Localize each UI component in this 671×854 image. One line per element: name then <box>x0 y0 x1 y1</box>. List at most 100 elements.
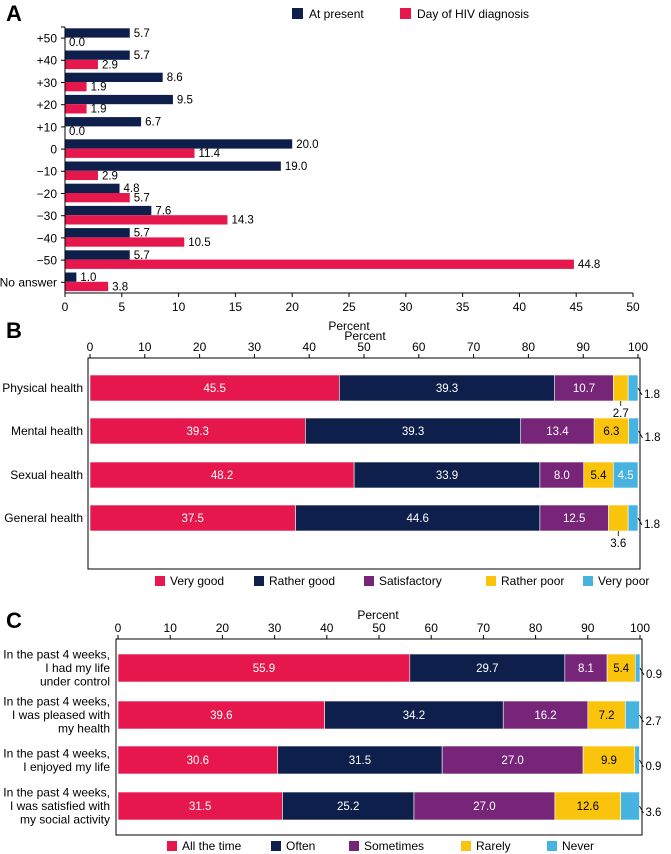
panel-c-category-label: In the past 4 weeks, <box>3 786 110 800</box>
panel-b-segment-rather-poor <box>608 504 629 532</box>
panel-b-legend-swatch-very-good <box>155 576 165 586</box>
panel-a-category-label: −40 <box>37 231 58 245</box>
panel-b-segment-satisfactory <box>520 417 595 445</box>
panel-a-x-tick-label: 0 <box>62 300 69 314</box>
panel-c-data-label: 9.9 <box>601 755 617 767</box>
panel-b-leader-line <box>637 517 643 526</box>
panel-c-leader-line <box>639 714 644 723</box>
panel-c-data-label: 31.5 <box>189 801 211 813</box>
panel-c-segment-often <box>324 700 504 730</box>
panel-c-x-tick-label: 80 <box>529 621 543 635</box>
panel-b-data-label: 8.0 <box>554 470 570 482</box>
panel-a-bar-at-present <box>65 28 130 38</box>
panel-c-segment-never <box>634 745 640 775</box>
panel-c-legend-label-rarely: Rarely <box>476 839 511 853</box>
panel-c-category-label: I was pleased with <box>12 708 110 722</box>
panel-a-bar-at-present <box>65 94 173 105</box>
panel-b-data-label: 33.9 <box>436 470 458 482</box>
panel-a-data-label: 2.9 <box>102 59 118 71</box>
panel-a-x-tick-label: 45 <box>570 300 584 314</box>
panel-c-data-label: 39.6 <box>210 710 232 722</box>
panel-c-category-label: In the past 4 weeks, <box>3 746 110 760</box>
panel-b-legend: Very good Rather good Satisfactory Rather p… <box>155 574 649 588</box>
legend-swatch-at-present <box>292 8 303 19</box>
panel-b-category-label: Sexual health <box>10 468 83 482</box>
panel-b-x-tick-label: 70 <box>467 340 481 354</box>
panel-c-segment-rarely <box>606 653 636 683</box>
panel-a-bar-day-of-hiv-diagnosis <box>65 82 87 92</box>
panel-c-legend-swatch-sometimes <box>349 841 359 851</box>
panel-c-legend: All the time Often Sometimes Rarely Never <box>167 839 594 853</box>
panel-a-data-label: 7.6 <box>155 205 171 217</box>
panel-b-leader-line <box>637 387 643 396</box>
panel-a-data-label: 5.7 <box>134 250 150 262</box>
panel-a-data-label: 5.7 <box>134 193 150 205</box>
panel-c-ticks: 0 10 20 30 40 50 60 70 80 90 100 <box>115 621 650 639</box>
panel-b-segment-rather-poor <box>593 417 629 445</box>
panel-a-data-label: 5.7 <box>134 50 150 62</box>
panel-b-segment-very-poor <box>627 374 639 402</box>
panel-a-x-tick-label: 30 <box>399 300 413 314</box>
panel-a-bar-day-of-hiv-diagnosis <box>65 170 98 181</box>
panel-c-data-label: 0.9 <box>646 669 662 681</box>
panel-a-category-label: +10 <box>37 120 58 134</box>
panel-c-data-label: 27.0 <box>501 755 523 767</box>
panel-c-x-tick-label: 70 <box>477 621 491 635</box>
panel-c-x-tick-label: 40 <box>320 621 334 635</box>
panel-c-category-label: under control <box>40 675 110 689</box>
panel-b-segment-rather-good <box>339 374 556 402</box>
panel-b-legend-label-satisfactory: Satisfactory <box>379 574 442 588</box>
panel-b-segment-rather-poor <box>613 374 629 402</box>
panel-a-category-label: +20 <box>37 98 58 112</box>
panel-c-segment-often <box>282 791 415 821</box>
panel-c-leader-line <box>639 667 645 676</box>
legend-swatch-day-of-hiv-diagnosis <box>400 8 411 19</box>
panel-b-data-label: 1.8 <box>644 519 660 531</box>
panel-a-bar-day-of-hiv-diagnosis <box>65 237 185 247</box>
panel-b-x-tick-label: 0 <box>87 340 94 354</box>
panel-b-x-tick-label: 50 <box>357 340 371 354</box>
panel-a-x-label: Percent <box>328 319 370 333</box>
panel-a-data-label: 0.0 <box>69 126 85 138</box>
panel-b-data-label: 48.2 <box>211 470 233 482</box>
panel-c-segment-sometimes <box>413 791 556 821</box>
panel-c-data-label: 55.9 <box>253 663 275 675</box>
panel-b-data-label: 44.6 <box>407 513 429 525</box>
panel-a-ticks: +50 +40 +30 +20 +10 0 −10 −20 −30 −40 −50 No answer… <box>0 26 640 314</box>
panel-a-data-label: 9.5 <box>177 94 193 106</box>
panel-a-data-label: 20.0 <box>296 139 318 151</box>
panel-c-segment-never <box>620 791 640 821</box>
panel-c-segment-sometimes <box>441 745 584 775</box>
panel-c-legend-swatch-never <box>547 841 557 851</box>
panel-a-bars: 5.7 0.0 5.7 2.9 8.6 1.9 9.5 1.9 6.7 0.0 20.0 11.4 19… <box>65 28 600 293</box>
panel-a-bar-at-present <box>65 72 163 82</box>
panel-a: A At present Day of HIV diagnosis 5.7 0.0… <box>0 1 640 333</box>
panel-a-category-label: +50 <box>37 32 58 46</box>
panel-b-data-label: 39.3 <box>402 426 424 438</box>
panel-b-data-label: 37.5 <box>182 513 204 525</box>
panel-c-leader-line <box>639 805 644 814</box>
panel-b-x-tick-label: 80 <box>522 340 536 354</box>
panel-c-segment-all-the-time <box>117 653 411 683</box>
panel-b-data-label: 39.3 <box>186 426 208 438</box>
panel-c-data-label: 0.9 <box>645 761 661 773</box>
panel-a-letter: A <box>6 1 22 26</box>
panel-b-data-label: 45.5 <box>203 383 225 395</box>
panel-c-leader-line <box>639 759 644 768</box>
panel-c-data-label: 3.6 <box>645 807 661 819</box>
panel-c-legend-label-sometimes: Sometimes <box>364 839 424 853</box>
panel-a-bar-day-of-hiv-diagnosis <box>65 215 228 225</box>
panel-b-legend-swatch-satisfactory <box>364 576 374 586</box>
panel-b-data-label: 1.8 <box>644 389 660 401</box>
panel-c-x-tick-label: 20 <box>216 621 230 635</box>
panel-c-x-tick-label: 10 <box>164 621 178 635</box>
panel-b-ticks: 0 10 20 30 40 50 60 70 80 90 100 <box>87 340 648 358</box>
panel-b-legend-label-very-poor: Very poor <box>598 574 649 588</box>
panel-a-data-label: 14.3 <box>231 215 253 227</box>
panel-a-data-label: 4.8 <box>124 183 140 195</box>
panel-a-data-label: 1.9 <box>91 82 107 94</box>
panel-b-data-label: 5.4 <box>591 470 608 482</box>
panel-b-legend-label-very-good: Very good <box>170 574 224 588</box>
panel-a-bar-day-of-hiv-diagnosis <box>65 59 98 70</box>
panel-a-data-label: 0.0 <box>69 37 85 49</box>
